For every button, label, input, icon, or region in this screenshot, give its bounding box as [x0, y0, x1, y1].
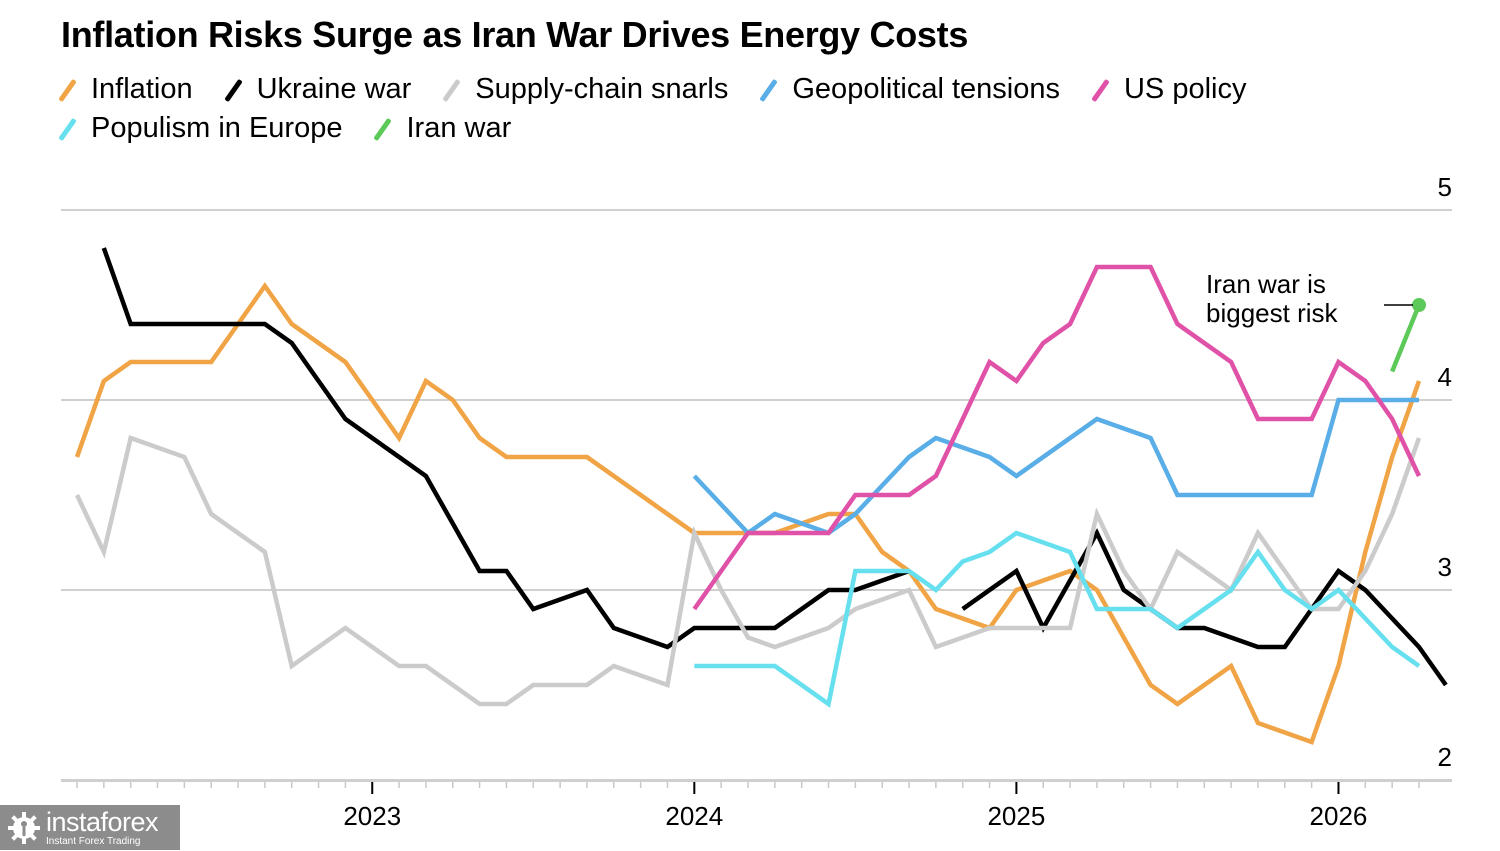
legend-item-geopolitical: Geopolitical tensions	[762, 73, 1060, 106]
legend-label: Iran war	[406, 112, 512, 144]
series-supply-chain-snarls	[74, 435, 1422, 707]
series-line	[692, 264, 1422, 611]
legend-item-populism: Populism in Europe	[61, 112, 342, 145]
watermark: instaforex Instant Forex Trading	[0, 805, 180, 850]
legend-label: Supply-chain snarls	[475, 73, 729, 105]
series-us-policy	[692, 264, 1422, 611]
legend-label: Populism in Europe	[91, 112, 343, 144]
legend-row-1: Inflation Ukraine war Supply-chain snarl…	[61, 70, 1481, 109]
annotation-text: biggest risk	[1206, 298, 1338, 328]
y-tick-label: 4	[1438, 362, 1452, 392]
x-tick-label: 2023	[343, 801, 401, 831]
y-tick-label: 5	[1438, 172, 1452, 202]
legend-label: Ukraine war	[256, 73, 412, 105]
legend-label: Inflation	[91, 73, 193, 105]
series-iran-war	[1390, 298, 1426, 373]
legend-label: US policy	[1123, 73, 1247, 105]
annotation-text: Iran war is	[1206, 269, 1326, 299]
legend-item-iran-war: Iran war	[376, 112, 511, 145]
legend-item-inflation: Inflation	[61, 73, 193, 106]
legend-label: Geopolitical tensions	[792, 73, 1060, 105]
series-line	[74, 435, 1422, 707]
chart-legend: Inflation Ukraine war Supply-chain snarl…	[61, 70, 1481, 148]
series-line	[1390, 304, 1422, 373]
legend-item-ukraine-war: Ukraine war	[227, 73, 412, 106]
y-tick-label: 2	[1438, 742, 1452, 772]
series-geopolitical-tensions	[692, 397, 1419, 536]
watermark-tagline: Instant Forex Trading	[46, 835, 141, 847]
x-tick-label: 2026	[1310, 801, 1368, 831]
chart-title: Inflation Risks Surge as Iran War Drives…	[61, 14, 969, 55]
watermark-brand: instaforex	[46, 806, 159, 837]
series-end-marker	[1412, 298, 1426, 312]
y-tick-label: 3	[1438, 552, 1452, 582]
y-axis: 2 3 4 5	[1438, 172, 1452, 772]
gear-logo-icon	[6, 810, 42, 846]
series-populism-in-europe	[694, 530, 1421, 708]
series-line	[694, 530, 1421, 708]
legend-row-2: Populism in Europe Iran war	[61, 109, 1481, 148]
legend-item-us-policy: US policy	[1094, 73, 1247, 106]
x-tick-label: 2025	[987, 801, 1045, 831]
legend-item-supply-chain: Supply-chain snarls	[445, 73, 728, 106]
series-line	[101, 247, 910, 650]
x-axis: 2023 2024 2025 2026	[61, 780, 1452, 831]
series-line	[692, 397, 1419, 536]
series-lines	[74, 247, 1448, 745]
x-tick-label: 2024	[665, 801, 723, 831]
